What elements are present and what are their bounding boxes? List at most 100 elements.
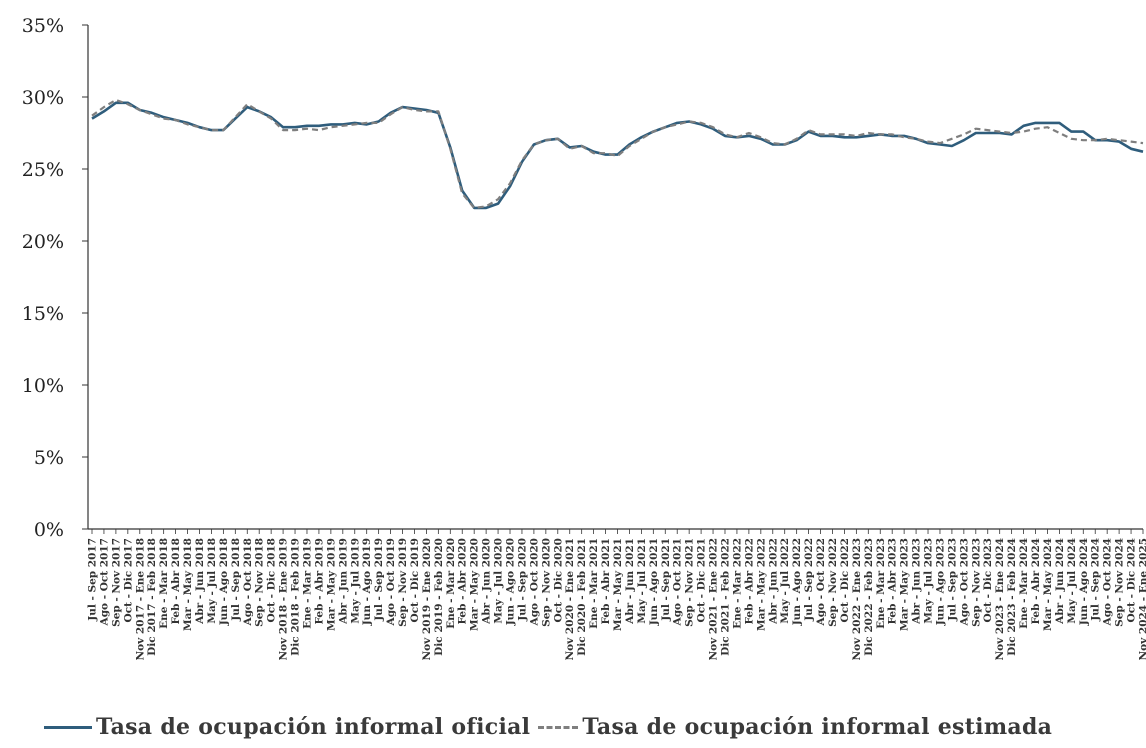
- x-tick-label: Jun - Ago 2021: [648, 538, 660, 626]
- x-tick-label: Jun - Ago 2018: [218, 538, 230, 626]
- x-tick-label: May - Jul 2020: [493, 538, 505, 624]
- x-tick-label: Dic 2019 - Feb 2020: [433, 538, 445, 656]
- x-tick-label: Ene - Mar 2019: [301, 538, 313, 629]
- x-tick-label: Nov 2023 - Ene 2024: [994, 538, 1006, 660]
- x-tick-label: Jul - Sep 2019: [373, 538, 385, 622]
- y-tick-label: 5%: [34, 447, 64, 469]
- x-tick-label: Oct - Dic 2019: [409, 538, 421, 622]
- x-tick-label: Oct - Dic 2021: [696, 538, 708, 622]
- x-tick-label: Feb - Abr 2021: [600, 538, 612, 624]
- x-tick-label: Abr - Jun 2018: [194, 538, 206, 625]
- x-tick-label: Feb - Abr 2023: [887, 538, 899, 624]
- x-tick-label: Jul - Sep 2020: [516, 538, 528, 622]
- x-tick-label: Oct - Dic 2024: [1126, 538, 1138, 622]
- series-line-estimated: [91, 98, 1144, 209]
- x-tick-label: Abr - Jun 2023: [911, 538, 923, 625]
- x-tick-label: Sep - Nov 2021: [684, 538, 696, 627]
- x-tick-label: May - Jul 2023: [923, 538, 935, 624]
- x-tick-label: May - Jul 2021: [636, 538, 648, 624]
- x-tick-label: Ago - Oct 2021: [672, 538, 684, 626]
- x-tick-label: Dic 2018 - Feb 2019: [290, 538, 302, 656]
- x-tick-label: Dic 2020 - Feb 2021: [576, 538, 588, 656]
- y-tick-label: 30%: [22, 87, 64, 109]
- x-tick-label: Jun - Ago 2020: [505, 538, 517, 626]
- x-tick-label: Mar - May 2022: [755, 538, 767, 631]
- y-tick-label: 25%: [22, 159, 64, 181]
- x-tick-label: Ago - Oct 2018: [242, 538, 254, 626]
- legend-label-official: Tasa de ocupación informal oficial: [96, 714, 531, 740]
- x-tick-label: Oct - Dic 2018: [266, 538, 278, 622]
- x-tick-label: Sep - Nov 2018: [254, 538, 266, 627]
- x-tick-label: Oct - Dic 2022: [839, 538, 851, 622]
- x-tick-label: Feb - Abr 2022: [743, 538, 755, 624]
- x-tick-label: Jun - Ago 2019: [361, 538, 373, 626]
- x-tick-label: Feb - Abr 2020: [457, 538, 469, 624]
- x-tick-label: Feb - Abr 2024: [1030, 538, 1042, 624]
- x-tick-label: Nov 2021 - Ene 2022: [708, 538, 720, 660]
- y-tick-label: 10%: [22, 375, 64, 397]
- x-tick-label: Sep - Nov 2017: [110, 538, 122, 627]
- x-tick-label: Feb - Abr 2019: [313, 538, 325, 624]
- x-tick-label: Jul - Sep 2023: [946, 538, 958, 622]
- y-tick-label: 0%: [34, 519, 64, 541]
- x-tick-label: Nov 2020 - Ene 2021: [564, 538, 576, 660]
- x-tick-label: Jun - Ago 2022: [791, 538, 803, 626]
- x-tick-label: Ago - Oct 2024: [1102, 538, 1114, 626]
- x-tick-label: Dic 2023 - Feb 2024: [1006, 538, 1018, 656]
- x-tick-label: Ago - Oct 2020: [528, 538, 540, 626]
- x-tick-label: Nov 2019 - Ene 2020: [421, 538, 433, 660]
- x-tick-label: Sep - Nov 2020: [540, 538, 552, 627]
- x-tick-label: Dic 2017 - Feb 2018: [146, 538, 158, 656]
- x-tick-label: Sep - Nov 2023: [970, 538, 982, 627]
- x-tick-label: Feb - Abr 2018: [170, 538, 182, 624]
- x-tick-label: Mar - May 2021: [612, 538, 624, 631]
- series-lines: [91, 98, 1144, 210]
- x-tick-label: Jul - Sep 2024: [1090, 538, 1102, 622]
- x-tick-label: Nov 2022 - Ene 2023: [851, 538, 863, 660]
- x-tick-label: May - Jul 2022: [779, 538, 791, 624]
- x-tick-label: Jul - Sep 2021: [660, 538, 672, 622]
- x-tick-label: Ene - Mar 2018: [158, 538, 170, 629]
- y-tick-label: 20%: [22, 231, 64, 253]
- x-tick-label: Ago - Oct 2022: [815, 538, 827, 626]
- x-tick-label: Oct - Dic 2023: [982, 538, 994, 622]
- series-line-official: [91, 101, 1144, 210]
- x-tick-label: Nov 2024 - Ene 2025: [1138, 538, 1146, 660]
- y-tick-label: 35%: [22, 15, 64, 37]
- x-tick-label: Oct - Dic 2017: [122, 538, 134, 622]
- x-tick-label: Abr - Jun 2021: [624, 538, 636, 625]
- x-tick-label: Sep - Nov 2022: [827, 538, 839, 627]
- x-tick-label: Abr - Jun 2019: [337, 538, 349, 625]
- x-tick-label: Nov 2017 - Ene 2018: [134, 538, 146, 660]
- x-tick-label: Mar - May 2020: [469, 538, 481, 631]
- legend-swatch-official: [44, 725, 92, 729]
- legend-swatch-estimated: [538, 725, 579, 729]
- x-tick-label: Nov 2018 - Ene 2019: [278, 538, 290, 660]
- x-tick-label: Abr - Jun 2022: [767, 538, 779, 625]
- y-tick-label: 15%: [22, 303, 64, 325]
- x-tick-label: Abr - Jun 2024: [1054, 538, 1066, 625]
- x-tick-label: Ene - Mar 2021: [588, 538, 600, 629]
- legend-label-estimated: Tasa de ocupación informal estimada: [582, 714, 1053, 740]
- x-tick-label: Jun - Ago 2024: [1078, 538, 1090, 626]
- x-tick-label: Ene - Mar 2020: [445, 538, 457, 629]
- y-axis: 0% 5% 10% 15% 20% 25% 30% 35%: [22, 15, 89, 541]
- x-tick-label: Mar - May 2019: [325, 538, 337, 631]
- line-chart: 0%5%10%15%20%25%30%35% Jul - Sep 2017 Ago…: [22, 15, 1146, 660]
- x-tick-label: Mar - May 2023: [899, 538, 911, 631]
- x-tick-label: Oct - Dic 2020: [552, 538, 564, 622]
- x-tick-label: Ago - Oct 2019: [385, 538, 397, 626]
- x-tick-label: Jun - Ago 2023: [934, 538, 946, 626]
- x-tick-label: Jul - Sep 2017: [87, 538, 99, 622]
- x-tick-label: Ago - Oct 2017: [98, 538, 110, 626]
- x-tick-label: May - Jul 2018: [206, 538, 218, 624]
- x-tick-label: Ene - Mar 2022: [731, 538, 743, 629]
- x-tick-label: Jul - Sep 2018: [230, 538, 242, 622]
- x-tick-label: Mar - May 2018: [182, 538, 194, 631]
- x-tick-label: Sep - Nov 2024: [1114, 538, 1126, 627]
- x-tick-label: Abr - Jun 2020: [481, 538, 493, 625]
- legend: Tasa de ocupación informal oficial Tasa …: [44, 712, 1052, 742]
- x-tick-label: Ene - Mar 2024: [1018, 538, 1030, 629]
- x-tick-label: Ago - Oct 2023: [958, 538, 970, 626]
- x-tick-label: Jul - Sep 2022: [803, 538, 815, 622]
